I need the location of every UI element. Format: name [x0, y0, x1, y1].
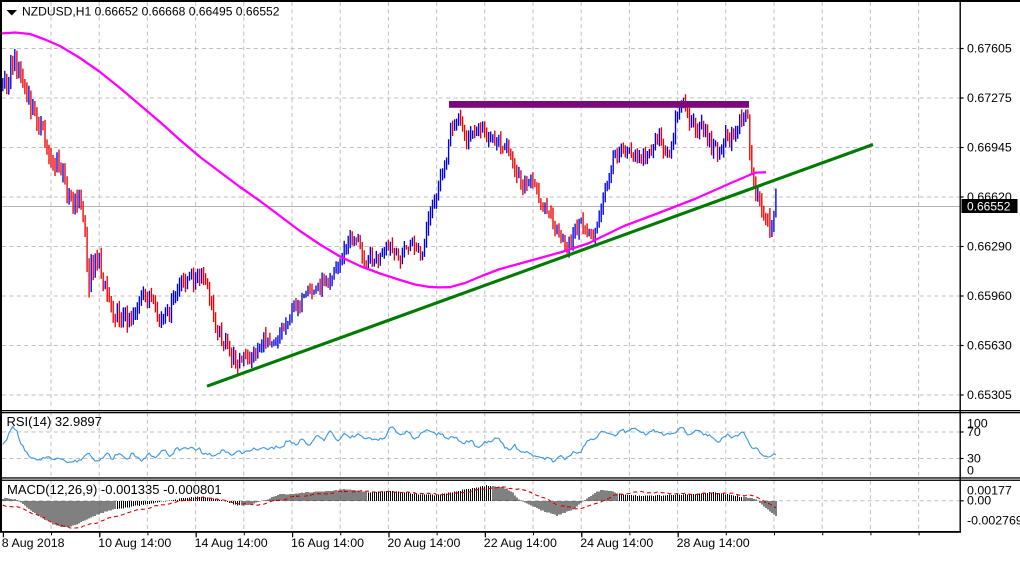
svg-text:24 Aug 14:00: 24 Aug 14:00: [580, 536, 653, 550]
svg-text:20 Aug 14:00: 20 Aug 14:00: [387, 536, 460, 550]
svg-text:0.65630: 0.65630: [967, 338, 1012, 352]
svg-text:0.67605: 0.67605: [967, 41, 1012, 55]
svg-text:RSI(14) 32.9897: RSI(14) 32.9897: [7, 414, 102, 429]
svg-text:16 Aug 14:00: 16 Aug 14:00: [291, 536, 364, 550]
svg-text:0.00: 0.00: [967, 494, 991, 508]
svg-text:0.66290: 0.66290: [967, 239, 1012, 253]
svg-text:30: 30: [967, 451, 981, 465]
svg-text:0.67275: 0.67275: [967, 91, 1012, 105]
svg-text:0.66552: 0.66552: [967, 200, 1011, 214]
svg-text:8 Aug 2018: 8 Aug 2018: [2, 536, 65, 550]
svg-text:MACD(12,26,9) -0.001335 -0.000: MACD(12,26,9) -0.001335 -0.000801: [7, 482, 222, 497]
svg-text:0.00177: 0.00177: [967, 483, 1012, 497]
svg-text:0.65960: 0.65960: [967, 289, 1012, 303]
svg-text:100: 100: [967, 416, 988, 430]
svg-text:0.66945: 0.66945: [967, 140, 1012, 154]
svg-text:70: 70: [967, 425, 981, 439]
svg-text:10 Aug 14:00: 10 Aug 14:00: [98, 536, 171, 550]
svg-text:14 Aug 14:00: 14 Aug 14:00: [195, 536, 268, 550]
svg-text:22 Aug 14:00: 22 Aug 14:00: [484, 536, 557, 550]
svg-text:-0.002769: -0.002769: [967, 513, 1020, 527]
svg-text:NZDUSD,H1 0.66652 0.66668 0.66: NZDUSD,H1 0.66652 0.66668 0.66495 0.6655…: [22, 5, 280, 19]
svg-text:0: 0: [967, 463, 974, 477]
svg-text:28 Aug 14:00: 28 Aug 14:00: [677, 536, 750, 550]
svg-text:0.65305: 0.65305: [967, 388, 1012, 402]
